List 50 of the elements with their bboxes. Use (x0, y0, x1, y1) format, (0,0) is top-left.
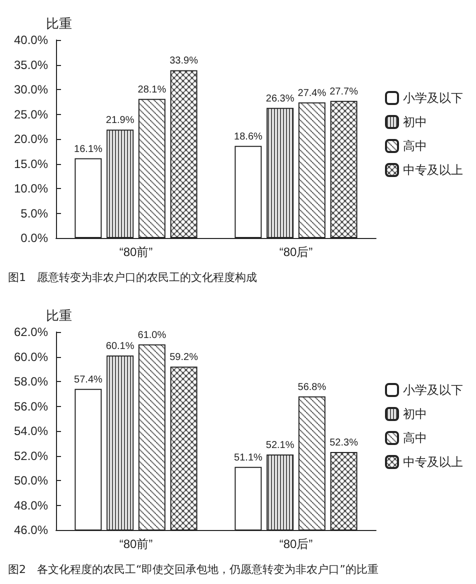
y-axis-title: 比重 (46, 308, 72, 323)
data-label: 59.2% (170, 352, 198, 364)
data-label: 52.1% (266, 440, 294, 452)
data-label: 56.8% (298, 382, 326, 393)
y-axis-title: 比重 (46, 16, 72, 31)
data-label: 28.1% (138, 84, 166, 96)
y-tick-label: 52.0% (14, 448, 48, 463)
y-tick-label: 60.0% (14, 350, 48, 364)
data-label: 60.1% (106, 341, 134, 352)
data-label: 26.3% (266, 93, 294, 104)
y-tick-label: 20.0% (14, 132, 48, 146)
caption: 图2 各文化程度的农民工“即使交回承包地，仍愿意转变为非农户口”的比重 (7, 562, 380, 578)
x-tick-label: “80前” (119, 245, 153, 259)
x-tick-label: “80后” (279, 245, 313, 259)
y-tick-label: 25.0% (14, 107, 48, 122)
y-tick-label: 30.0% (14, 82, 48, 96)
y-tick-label: 48.0% (14, 498, 48, 512)
legend-label: 中专及以上 (403, 455, 463, 469)
legend-label: 高中 (403, 431, 427, 445)
data-label: 61.0% (138, 330, 166, 341)
y-tick-label: 62.0% (14, 325, 48, 339)
y-tick-label: 0.0% (20, 231, 48, 245)
x-tick-label: “80前” (119, 537, 153, 551)
data-label: 27.7% (330, 86, 358, 98)
legend-label: 初中 (403, 115, 427, 129)
caption: 图1 愿意转变为非农户口的农民工的文化程度构成 (7, 270, 258, 286)
legend-label: 高中 (403, 139, 427, 153)
x-tick-label: “80后” (279, 537, 313, 551)
y-tick-label: 35.0% (14, 58, 48, 72)
legend-label: 中专及以上 (403, 163, 463, 177)
y-tick-label: 50.0% (14, 474, 48, 488)
data-label: 16.1% (74, 144, 102, 155)
data-label: 51.1% (234, 452, 262, 464)
legend-label: 小学及以下 (403, 91, 463, 105)
legend-label: 初中 (403, 407, 427, 421)
y-tick-label: 58.0% (14, 374, 48, 388)
data-label: 57.4% (74, 374, 102, 386)
y-tick-label: 56.0% (14, 399, 48, 414)
data-label: 33.9% (170, 56, 198, 67)
y-tick-label: 46.0% (14, 523, 48, 537)
data-label: 52.3% (330, 438, 358, 449)
data-label: 27.4% (298, 88, 326, 99)
legend-label: 小学及以下 (403, 383, 463, 397)
y-tick-label: 40.0% (14, 33, 48, 47)
y-tick-label: 10.0% (14, 182, 48, 196)
y-tick-label: 15.0% (14, 156, 48, 171)
y-tick-label: 54.0% (14, 424, 48, 438)
data-label: 18.6% (234, 131, 262, 142)
data-label: 21.9% (106, 115, 134, 126)
y-tick-label: 5.0% (20, 206, 48, 220)
